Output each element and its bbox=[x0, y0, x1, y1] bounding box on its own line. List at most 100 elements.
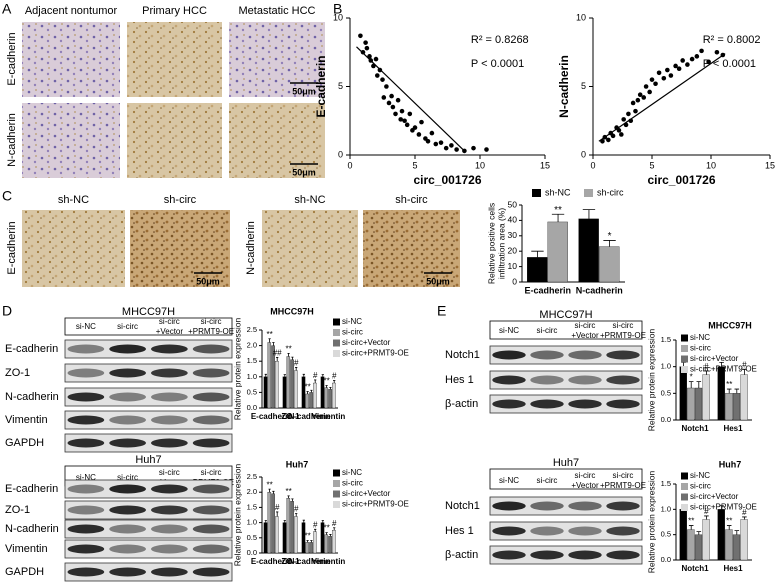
blot-band bbox=[568, 399, 602, 409]
significance-mark: # bbox=[332, 519, 337, 528]
lane-label: si-circ bbox=[613, 471, 634, 480]
legend-swatch bbox=[681, 493, 688, 501]
lane-label: si-circ bbox=[159, 317, 180, 326]
panel-letter: A bbox=[2, 1, 12, 17]
blot-band bbox=[151, 524, 188, 534]
legend-label: si-circ+Vector bbox=[342, 338, 391, 347]
point bbox=[375, 73, 380, 78]
significance-mark: ** bbox=[285, 487, 291, 496]
chart-title: MHCC97H bbox=[270, 306, 314, 316]
point bbox=[694, 54, 700, 59]
ihc-image bbox=[229, 22, 325, 97]
y-tick-label: 2.0 bbox=[247, 487, 257, 496]
blot-band bbox=[530, 550, 564, 560]
bar bbox=[332, 530, 336, 554]
blot-row-label: Hes 1 bbox=[445, 374, 474, 386]
blot-band bbox=[151, 368, 188, 378]
point bbox=[665, 67, 670, 73]
category-label: Vimentin bbox=[312, 557, 346, 566]
y-tick-label: 10 bbox=[333, 12, 343, 22]
lane-label: si-circ bbox=[117, 473, 138, 482]
blot-band bbox=[109, 438, 146, 448]
annotation: P < 0.0001 bbox=[471, 58, 524, 70]
blot-band bbox=[109, 368, 146, 378]
column-header: Metastatic HCC bbox=[238, 5, 315, 17]
blot-band bbox=[109, 484, 146, 494]
annotation: R² = 0.8002 bbox=[703, 34, 761, 46]
row-label: E-cadherin bbox=[6, 221, 18, 274]
blot-strip bbox=[489, 496, 643, 516]
blot-band bbox=[530, 399, 564, 409]
point bbox=[390, 104, 396, 110]
lane-label: +Vector bbox=[571, 481, 599, 490]
blot-strip bbox=[64, 539, 233, 559]
significance-mark: # bbox=[332, 372, 337, 381]
category-label: E-cadherin bbox=[251, 557, 292, 566]
ihc-image bbox=[127, 103, 222, 178]
blot-band bbox=[530, 375, 564, 385]
x-tick-label: 5 bbox=[412, 160, 417, 170]
point bbox=[637, 92, 643, 98]
blot-strip bbox=[64, 410, 233, 430]
y-tick-label: 10 bbox=[508, 261, 518, 271]
lane-label: si-NC bbox=[76, 322, 96, 331]
blot-band bbox=[192, 505, 230, 515]
bar bbox=[599, 246, 620, 283]
bar bbox=[286, 356, 291, 409]
bar bbox=[687, 529, 695, 561]
blot-band bbox=[67, 368, 105, 378]
bar bbox=[332, 382, 336, 409]
point bbox=[364, 45, 370, 51]
lane-label: si-circ bbox=[201, 317, 222, 326]
legend-swatch bbox=[532, 189, 541, 197]
point bbox=[619, 132, 624, 137]
y-axis-label: E-cadherin bbox=[314, 55, 328, 117]
blot-strip bbox=[64, 433, 233, 453]
lane-label: si-circ bbox=[575, 321, 596, 330]
error-bar bbox=[325, 532, 328, 535]
blot-row-label: ZO-1 bbox=[5, 504, 30, 516]
significance-mark: # bbox=[704, 507, 709, 516]
bar bbox=[527, 257, 548, 283]
blot-band bbox=[67, 567, 105, 577]
point bbox=[381, 95, 387, 100]
error-bar bbox=[704, 515, 709, 520]
bar bbox=[694, 387, 703, 421]
point bbox=[380, 77, 385, 82]
significance-mark: * bbox=[690, 373, 693, 382]
error-bar bbox=[295, 367, 298, 371]
y-tick-label: 5 bbox=[581, 81, 586, 91]
point bbox=[425, 139, 431, 144]
point bbox=[633, 108, 638, 114]
point bbox=[610, 133, 616, 139]
blot-row-label: Vimentin bbox=[5, 414, 48, 426]
legend-label: si-circ+PRMT9-OE bbox=[690, 503, 757, 512]
y-tick-label: 1.5 bbox=[247, 356, 257, 365]
y-axis-label: Relative positive cells bbox=[486, 203, 496, 284]
bar bbox=[328, 389, 332, 409]
error-bar bbox=[295, 513, 298, 517]
panel-letter: C bbox=[2, 188, 12, 204]
legend-label: si-circ+Vector bbox=[342, 489, 391, 498]
legend-swatch bbox=[333, 469, 340, 477]
lane-label: +Vector bbox=[156, 327, 184, 336]
legend-swatch bbox=[584, 189, 593, 197]
point bbox=[649, 77, 655, 82]
y-tick-label: 0.0 bbox=[247, 548, 257, 557]
point bbox=[449, 143, 454, 148]
legend-label: si-circ+PRMT9-OE bbox=[342, 500, 409, 509]
bar bbox=[687, 387, 695, 421]
error-bar bbox=[329, 387, 332, 390]
error-bar bbox=[329, 534, 332, 537]
blot-band bbox=[151, 438, 188, 448]
error-bar bbox=[283, 520, 286, 523]
bar bbox=[679, 366, 687, 421]
point bbox=[398, 117, 404, 122]
blot-band bbox=[530, 501, 564, 511]
blot-band bbox=[109, 392, 146, 402]
error-bar bbox=[306, 391, 309, 394]
category-label: Notch1 bbox=[681, 424, 709, 433]
x-tick-label: 10 bbox=[706, 160, 716, 170]
error-bar bbox=[272, 490, 275, 494]
bar bbox=[324, 387, 329, 409]
